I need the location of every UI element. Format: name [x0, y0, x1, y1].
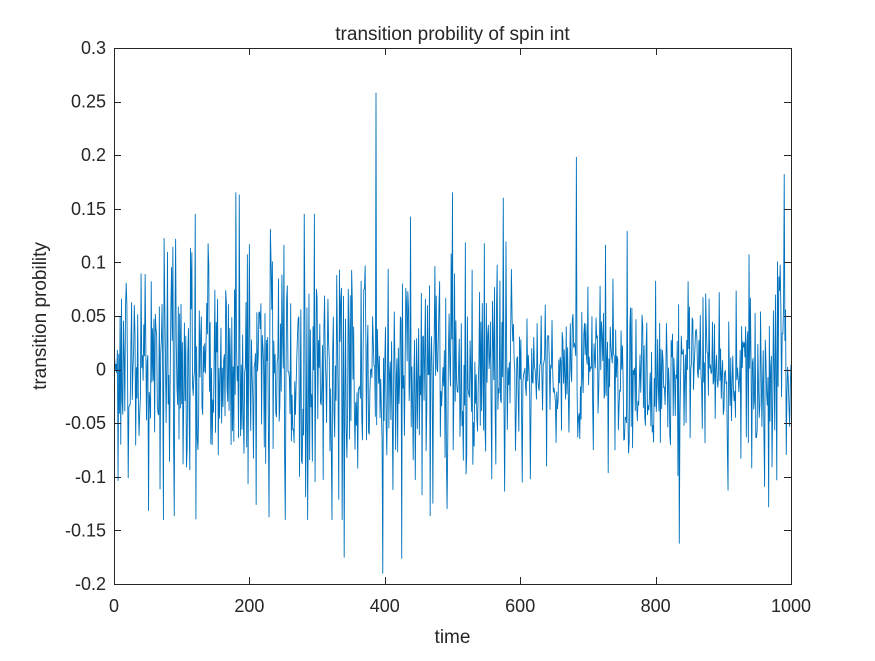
x-axis-ticks: 0 200 400 600 800 1000	[109, 48, 811, 616]
chart-title: transition probility of spin int	[335, 24, 570, 45]
y-axis-label: transition probility	[30, 242, 51, 390]
y-tick-label: -0.15	[65, 520, 106, 540]
series-layer	[114, 92, 792, 574]
y-tick-label: 0.05	[71, 306, 106, 326]
y-tick-label: 0.15	[71, 199, 106, 219]
x-tick-label: 0	[109, 596, 119, 616]
y-tick-label: 0.2	[81, 145, 106, 165]
y-tick-label: -0.1	[75, 467, 106, 487]
x-tick-label: 400	[370, 596, 400, 616]
x-tick-label: 800	[641, 596, 671, 616]
x-tick-label: 600	[505, 596, 535, 616]
y-tick-label: 0.25	[71, 92, 106, 112]
y-axis-ticks: -0.2 -0.15 -0.1 -0.05 0 0.05 0.1 0.15 0.2 0.25 0.3	[65, 38, 791, 594]
y-tick-label: -0.05	[65, 413, 106, 433]
y-tick-label: -0.2	[75, 574, 106, 594]
y-tick-label: 0.1	[81, 252, 106, 272]
x-axis-label: time	[435, 627, 471, 648]
y-tick-label: 0.3	[81, 38, 106, 58]
y-tick-label: 0	[96, 360, 106, 380]
series-line	[114, 92, 792, 574]
x-tick-label: 1000	[771, 596, 811, 616]
x-tick-label: 200	[234, 596, 264, 616]
